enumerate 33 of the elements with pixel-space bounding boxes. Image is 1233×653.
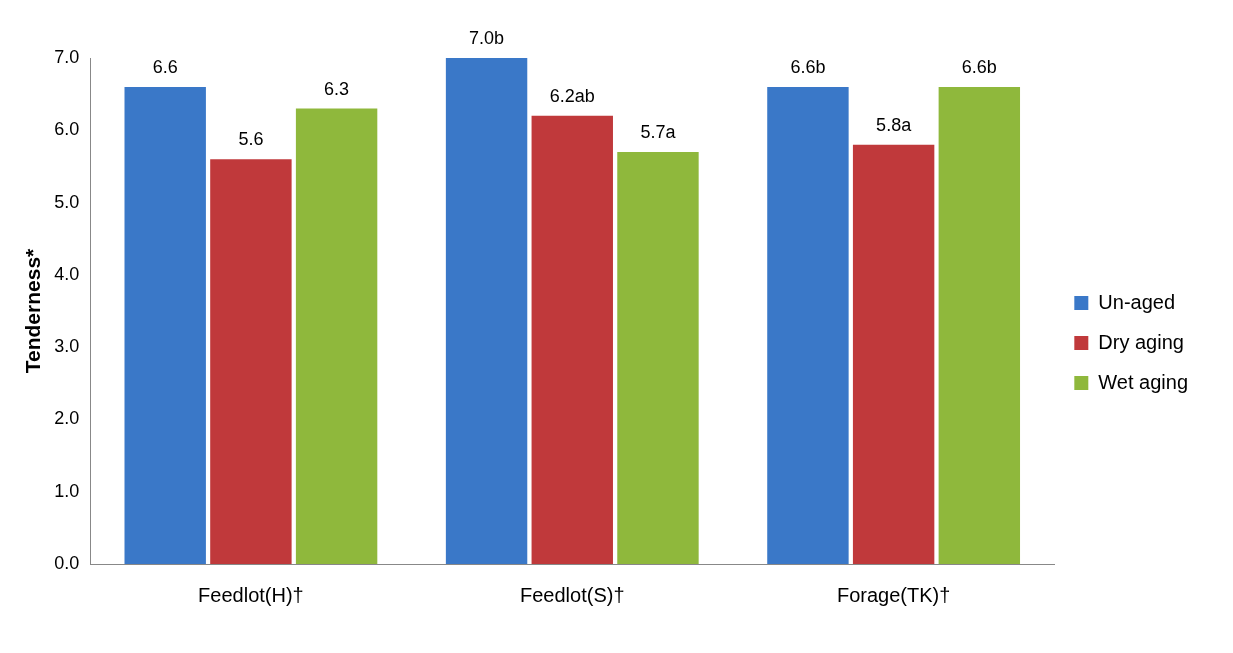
bar: [852, 144, 935, 564]
legend-label: Wet aging: [1098, 370, 1188, 393]
data-label: 5.6: [238, 129, 264, 150]
y-tick-label: 7.0: [54, 46, 80, 67]
data-label: 5.8a: [876, 114, 913, 135]
y-tick-label: 6.0: [54, 119, 80, 140]
data-label: 6.2ab: [549, 85, 595, 106]
bar: [445, 58, 528, 564]
y-tick-label: 3.0: [54, 336, 80, 357]
y-tick-label: 0.0: [54, 552, 80, 573]
x-tick-label: Feedlot(H)†: [198, 583, 304, 606]
legend-label: Dry aging: [1098, 330, 1184, 353]
y-axis-title: Tenderness*: [21, 247, 45, 374]
bar: [124, 86, 206, 564]
y-tick-label: 1.0: [54, 480, 80, 501]
bar: [938, 86, 1021, 564]
bar: [617, 151, 699, 564]
bar: [210, 159, 292, 564]
data-label: 5.7a: [640, 121, 677, 142]
legend-label: Un-aged: [1098, 290, 1176, 313]
bar: [295, 108, 378, 564]
data-label: 6.6b: [961, 56, 997, 77]
y-tick-label: 5.0: [54, 191, 80, 212]
bar: [531, 115, 613, 564]
data-label: 6.6b: [790, 56, 826, 77]
y-tick-label: 4.0: [54, 263, 80, 284]
bar: [767, 86, 849, 564]
data-label: 6.6: [152, 56, 178, 77]
y-tick-label: 2.0: [54, 408, 80, 429]
x-tick-label: Forage(TK)†: [836, 583, 951, 606]
data-label: 7.0b: [469, 27, 505, 48]
x-tick-label: Feedlot(S)†: [520, 583, 625, 606]
data-label: 6.3: [324, 78, 350, 99]
